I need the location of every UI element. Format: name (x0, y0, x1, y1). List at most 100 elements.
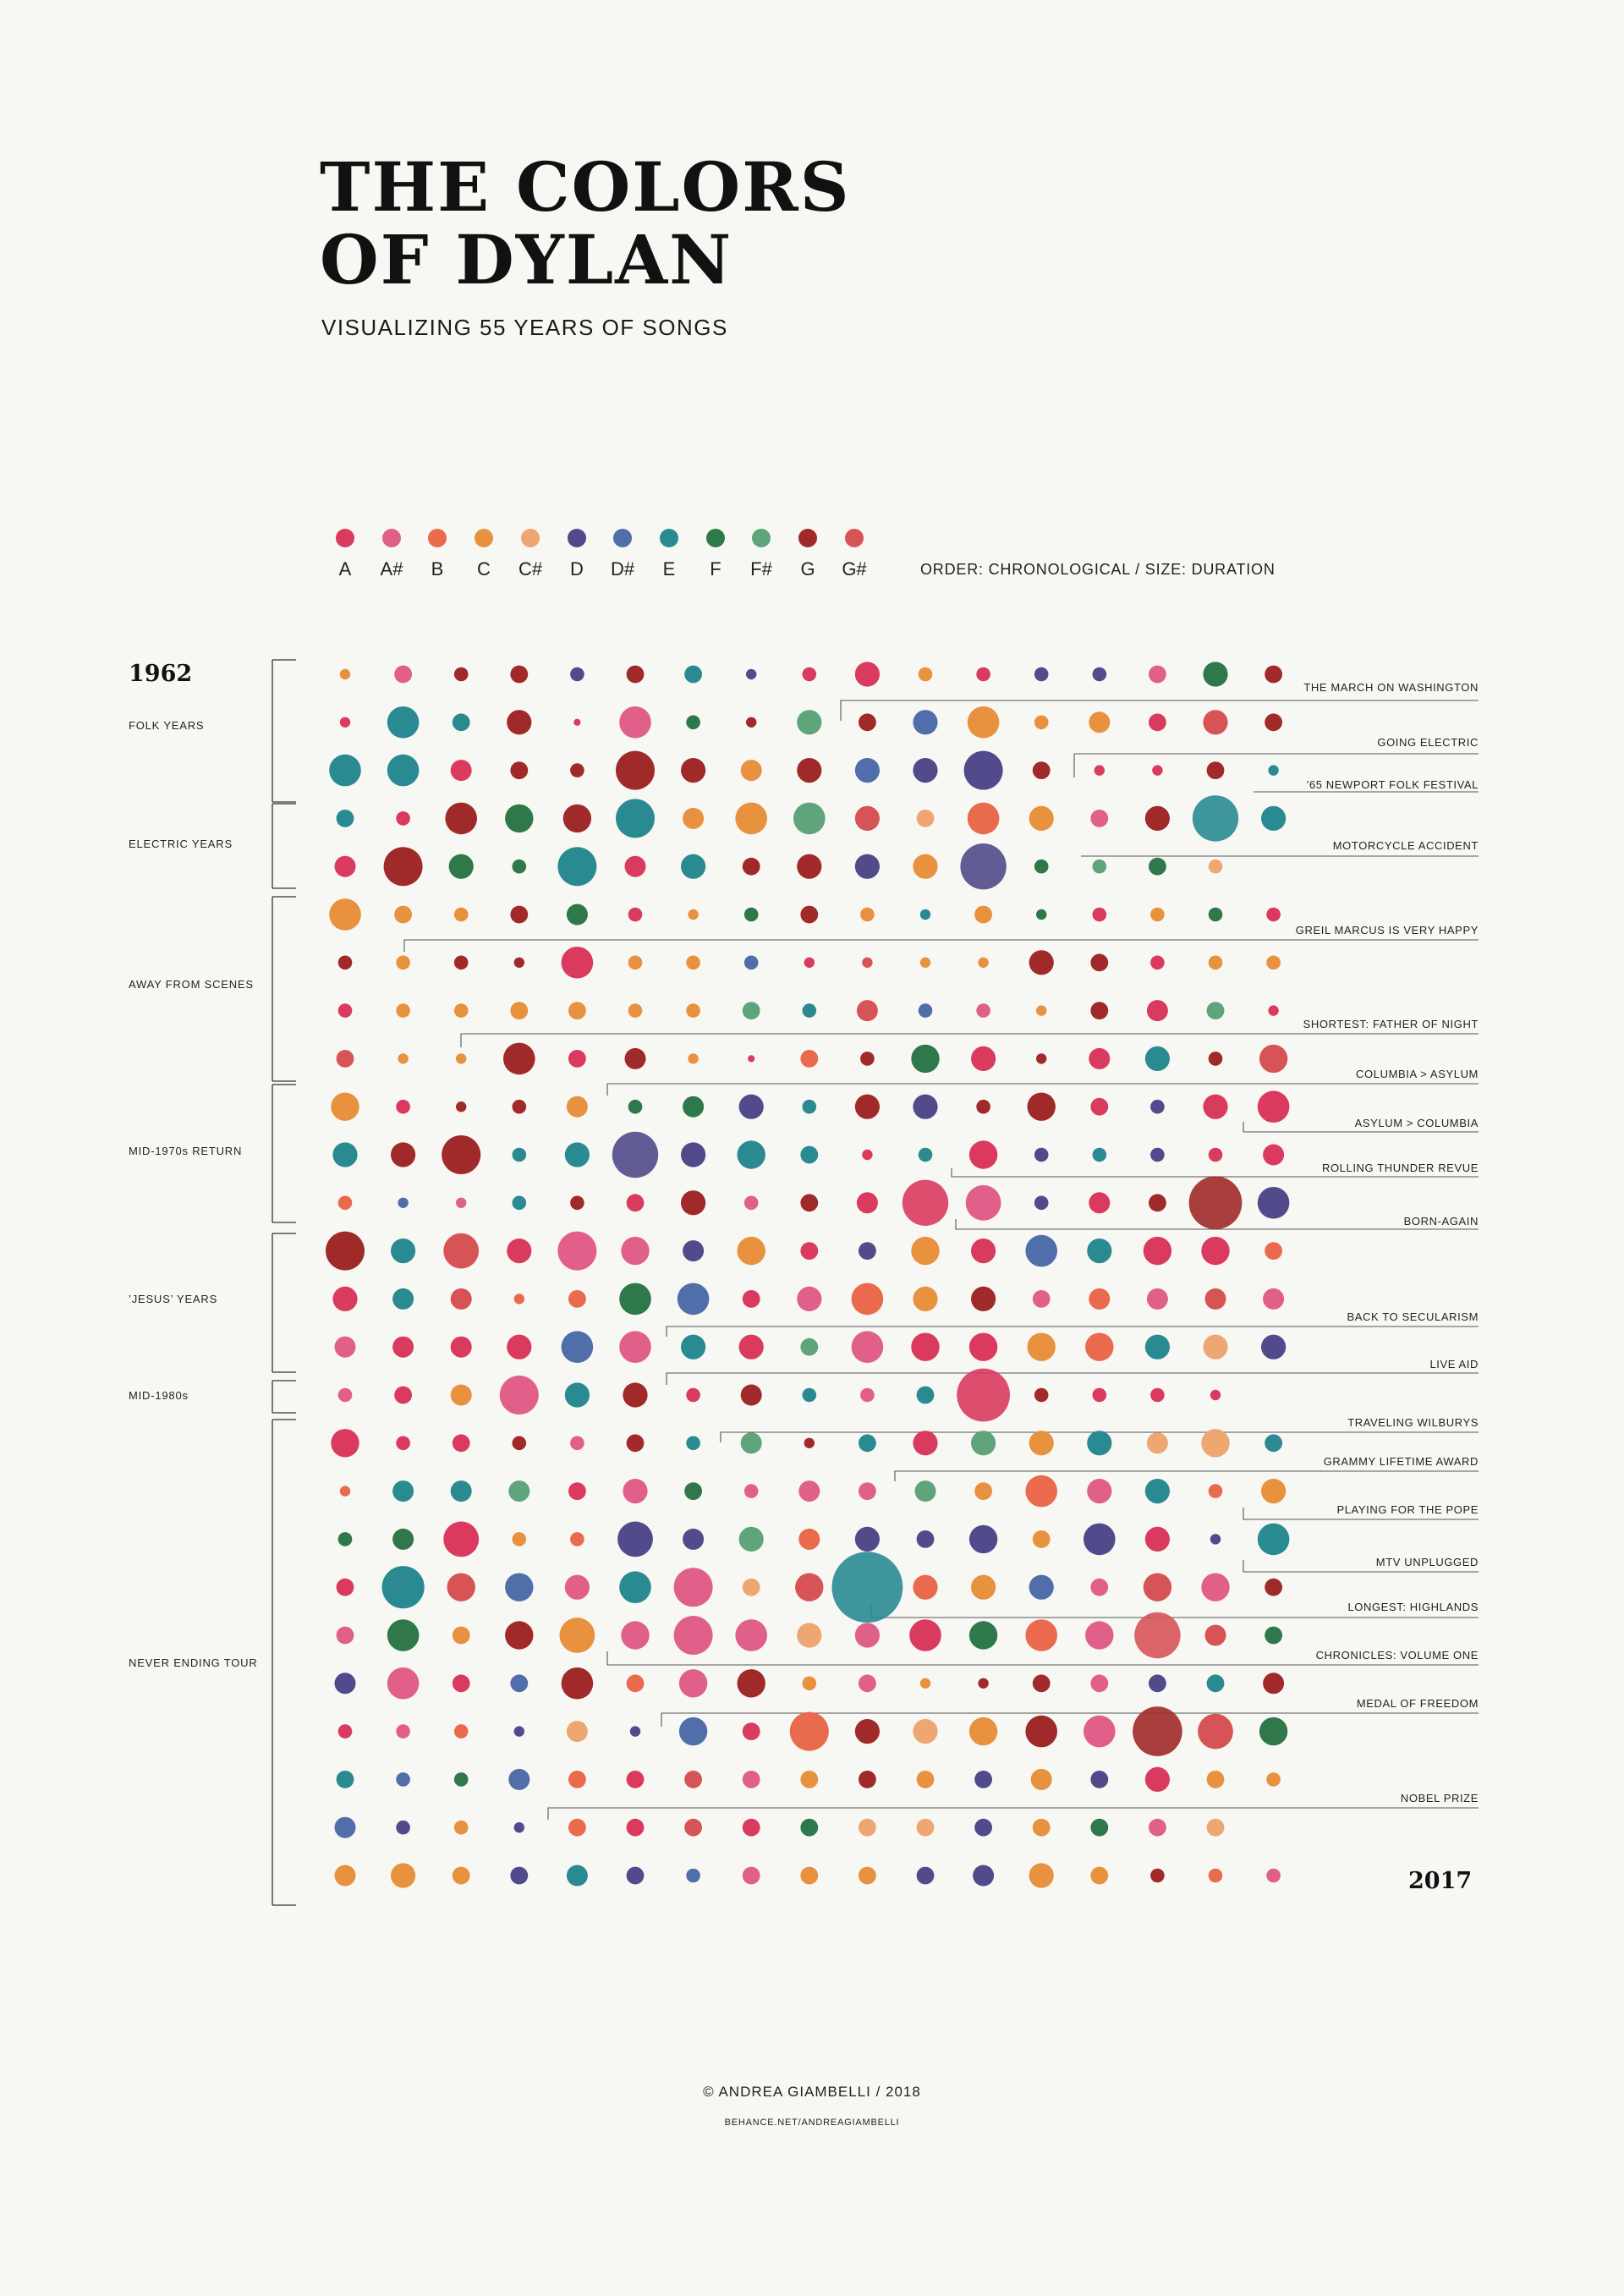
song-dot (1149, 1818, 1166, 1837)
song-dot (854, 1526, 880, 1552)
song-dot (677, 1283, 710, 1316)
key-swatch (613, 529, 632, 547)
song-dot (673, 1616, 713, 1655)
song-dot (561, 1667, 594, 1700)
song-dot (800, 1818, 819, 1837)
song-dot (334, 855, 356, 877)
song-dot (392, 1528, 414, 1550)
event-label: PLAYING FOR THE POPE (1336, 1503, 1479, 1516)
song-dot (617, 1521, 653, 1557)
event-label: GRAMMY LIFETIME AWARD (1323, 1455, 1479, 1468)
song-dot (1150, 1099, 1165, 1114)
song-dot (1257, 1187, 1290, 1219)
song-dot (737, 1236, 765, 1266)
song-dot (510, 665, 529, 684)
song-dot (1144, 1526, 1170, 1552)
song-dot (564, 1142, 590, 1167)
song-dot (1144, 1479, 1170, 1504)
song-dot (742, 1866, 760, 1885)
song-dot (1203, 1094, 1228, 1119)
event-leader-line (1073, 753, 1479, 777)
song-dot (396, 1772, 410, 1787)
event-leader-line (606, 1083, 1479, 1096)
song-dot (968, 1332, 998, 1361)
song-dot (793, 802, 826, 835)
song-dot (1036, 1005, 1047, 1016)
song-dot (789, 1711, 829, 1751)
song-dot (336, 810, 354, 827)
author-link[interactable]: BEHANCE.NET/ANDREAGIAMBELLI (724, 2117, 900, 2128)
song-dot (326, 1231, 365, 1271)
song-dot (1034, 1147, 1049, 1162)
song-dot (505, 1621, 534, 1650)
song-dot (1257, 1523, 1290, 1556)
song-dot (913, 758, 938, 783)
era-label: ’JESUS’ YEARS (129, 1293, 218, 1305)
song-dot (1208, 1484, 1223, 1498)
key-swatch (336, 529, 354, 547)
song-dot (1032, 1290, 1051, 1308)
song-dot (740, 1384, 762, 1406)
song-dot (513, 1822, 524, 1833)
song-dot (681, 1190, 706, 1216)
song-dot (1203, 662, 1228, 687)
song-dot (624, 1047, 646, 1069)
song-dot (1029, 1574, 1054, 1600)
song-dot (971, 1286, 996, 1311)
era-bracket (272, 1380, 296, 1414)
key-label-f-sharp: F# (750, 558, 772, 579)
song-dot (737, 1669, 765, 1698)
event-leader-line (720, 1431, 1479, 1442)
song-dot (1198, 1713, 1233, 1749)
song-dot (507, 1334, 532, 1359)
song-dot (1029, 1863, 1054, 1888)
event-label: MEDAL OF FREEDOM (1356, 1697, 1479, 1710)
song-dot (619, 1283, 651, 1316)
song-dot (337, 1387, 353, 1403)
song-dot (621, 1236, 650, 1266)
key-label-e: E (662, 558, 676, 579)
song-dot (513, 1294, 524, 1305)
key-label-g-sharp: G# (842, 558, 867, 579)
song-dot (1201, 1236, 1230, 1266)
song-dot (738, 1526, 764, 1552)
song-dot (960, 843, 1007, 890)
song-dot (1146, 1432, 1168, 1454)
song-dot (334, 1865, 356, 1887)
song-dot (1084, 1715, 1116, 1748)
song-dot (1208, 1052, 1223, 1066)
song-dot (851, 1283, 884, 1316)
song-dot (557, 1231, 597, 1271)
song-dot (566, 904, 588, 926)
song-dot (913, 1286, 938, 1311)
song-dot (452, 1866, 470, 1885)
song-dot (1206, 1818, 1225, 1837)
song-dot (1143, 1573, 1172, 1601)
event-label: SHORTEST: FATHER OF NIGHT (1303, 1018, 1479, 1030)
song-dot (743, 955, 759, 970)
song-dot (453, 1003, 469, 1018)
song-dot (851, 1331, 884, 1363)
song-dot (1203, 710, 1228, 735)
song-dot (911, 1332, 940, 1361)
key-swatch (798, 529, 817, 547)
era-bracket (272, 1084, 296, 1223)
song-dot (684, 1771, 702, 1788)
song-dot (971, 1574, 996, 1600)
song-dot (452, 713, 470, 732)
song-dot (1150, 1387, 1165, 1403)
song-dot (859, 1818, 876, 1837)
song-dot (911, 1236, 940, 1266)
event-leader-line (1243, 1508, 1479, 1520)
event-label: MTV UNPLUGGED (1375, 1556, 1479, 1568)
event-label: TRAVELING WILBURYS (1347, 1416, 1479, 1429)
event-label: ROLLING THUNDER REVUE (1321, 1162, 1479, 1174)
event-leader-line (666, 1372, 1479, 1385)
song-dot (1150, 907, 1165, 922)
song-dot (854, 662, 880, 687)
song-dot (1206, 1674, 1225, 1693)
event-leader-line (1243, 1560, 1479, 1573)
song-dot (802, 1099, 817, 1114)
song-dot (1188, 1176, 1243, 1230)
song-dot (337, 1003, 353, 1018)
